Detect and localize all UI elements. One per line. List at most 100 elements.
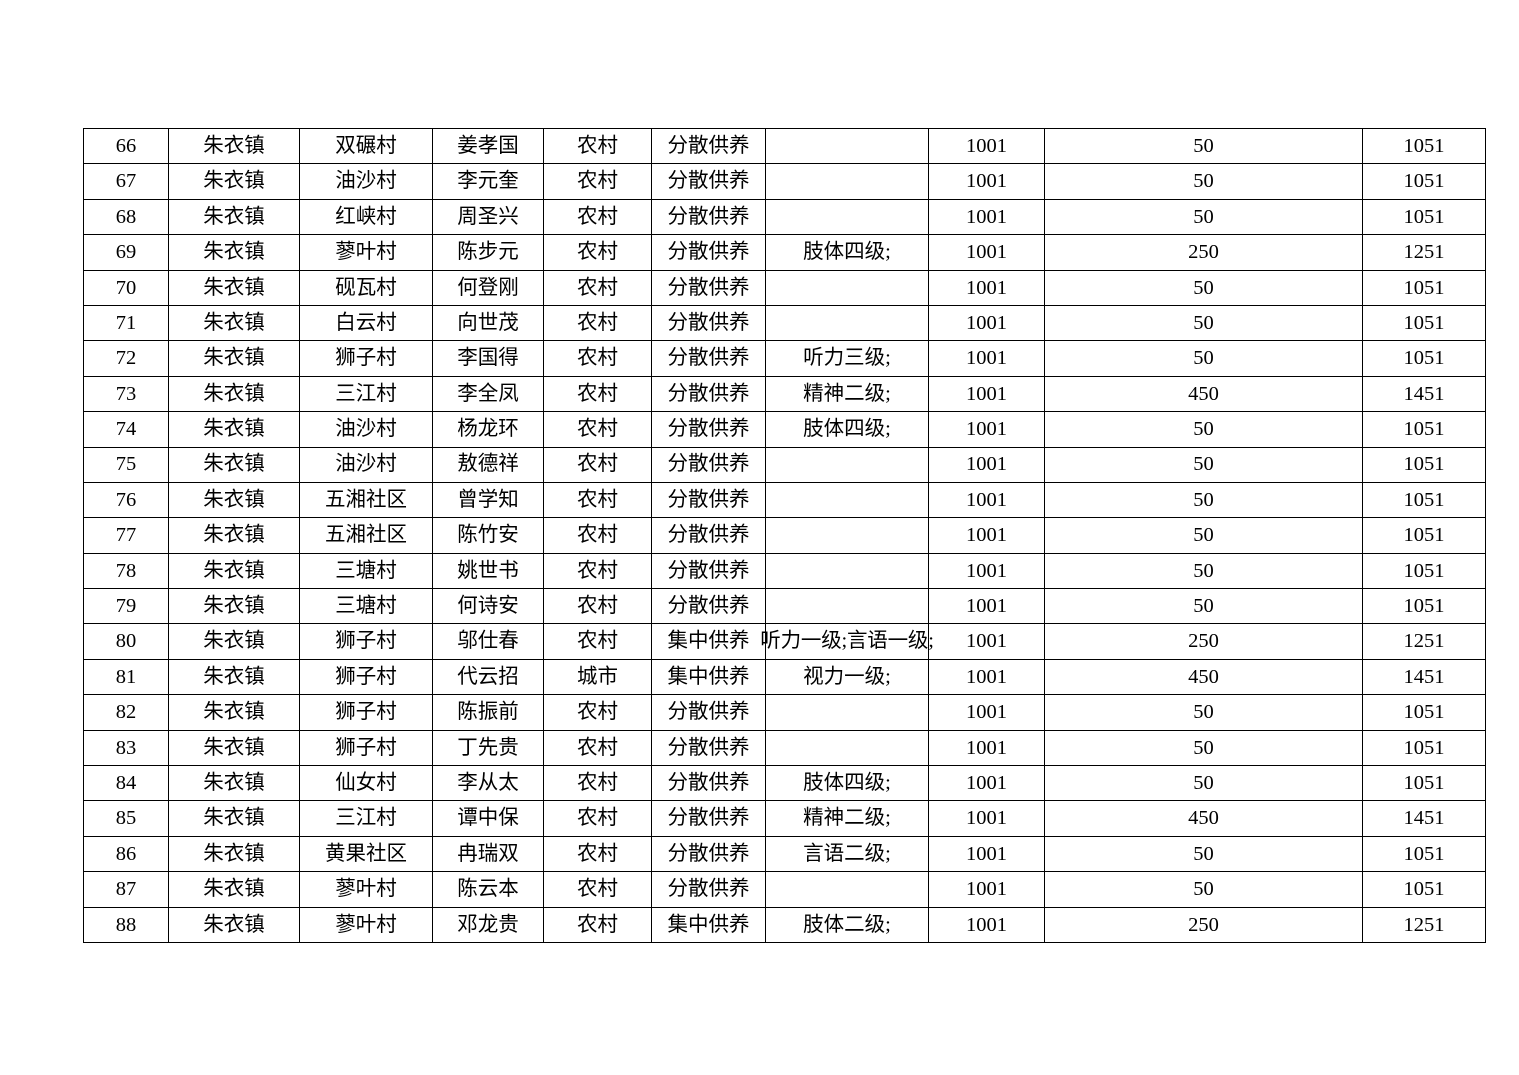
cell-disability [765,198,929,236]
cell-base-allowance: 1001 [928,694,1045,731]
cell-care-fee: 50 [1044,340,1363,377]
cell-base-allowance: 1001 [928,800,1045,837]
cell-name: 姚世书 [432,552,544,590]
cell-disability: 肢体四级; [765,765,929,802]
cell-disability [765,517,929,554]
cell-total: 1051 [1362,446,1486,483]
cell-disability: 精神二级; [765,375,929,413]
cell-village: 油沙村 [299,411,433,448]
cell-support-method: 分散供养 [651,446,766,483]
cell-household-type: 农村 [543,269,652,306]
cell-care-fee: 50 [1044,835,1363,873]
table-row: 68 朱衣镇 红峡村 周圣兴 农村 分散供养 1001 50 1051 [83,198,1486,236]
cell-household-type: 农村 [543,835,652,873]
cell-seq: 75 [83,446,169,483]
disability-overflow-text: 听力一级;言语一级; [760,630,934,653]
cell-care-fee: 50 [1044,269,1363,306]
table-row: 80 朱衣镇 狮子村 邬仕春 农村 集中供养 听力一级;言语一级; 1001 250 1251 [83,623,1486,660]
cell-seq: 83 [83,729,169,767]
cell-total: 1051 [1362,304,1486,342]
cell-care-fee: 450 [1044,375,1363,413]
cell-seq: 85 [83,800,169,837]
cell-village: 双碾村 [299,127,433,165]
cell-town: 朱衣镇 [168,871,300,908]
cell-town: 朱衣镇 [168,198,300,236]
cell-care-fee: 250 [1044,906,1363,943]
cell-support-method: 集中供养 [651,658,766,696]
cell-town: 朱衣镇 [168,588,300,625]
cell-town: 朱衣镇 [168,446,300,483]
cell-care-fee: 50 [1044,765,1363,802]
cell-support-method: 集中供养 [651,906,766,943]
cell-base-allowance: 1001 [928,446,1045,483]
cell-base-allowance: 1001 [928,375,1045,413]
cell-town: 朱衣镇 [168,481,300,519]
cell-base-allowance: 1001 [928,411,1045,448]
cell-town: 朱衣镇 [168,729,300,767]
cell-base-allowance: 1001 [928,658,1045,696]
cell-village: 黄果社区 [299,835,433,873]
cell-name: 何诗安 [432,588,544,625]
cell-name: 向世茂 [432,304,544,342]
cell-name: 李元奎 [432,163,544,200]
cell-household-type: 农村 [543,481,652,519]
cell-household-type: 农村 [543,340,652,377]
table-row: 88 朱衣镇 蓼叶村 邓龙贵 农村 集中供养 肢体二级; 1001 250 1251 [83,906,1486,943]
cell-support-method: 集中供养 [651,623,766,660]
cell-name: 谭中保 [432,800,544,837]
table-row: 76 朱衣镇 五湘社区 曾学知 农村 分散供养 1001 50 1051 [83,481,1486,519]
table-row: 87 朱衣镇 蓼叶村 陈云本 农村 分散供养 1001 50 1051 [83,871,1486,908]
cell-support-method: 分散供养 [651,234,766,271]
cell-disability [765,552,929,590]
cell-total: 1051 [1362,729,1486,767]
cell-base-allowance: 1001 [928,127,1045,165]
cell-village: 三江村 [299,800,433,837]
cell-base-allowance: 1001 [928,729,1045,767]
cell-total: 1051 [1362,871,1486,908]
cell-total: 1051 [1362,163,1486,200]
cell-town: 朱衣镇 [168,623,300,660]
cell-name: 邓龙贵 [432,906,544,943]
cell-total: 1051 [1362,694,1486,731]
cell-seq: 86 [83,835,169,873]
cell-support-method: 分散供养 [651,127,766,165]
cell-household-type: 农村 [543,375,652,413]
table-row: 85 朱衣镇 三江村 谭中保 农村 分散供养 精神二级; 1001 450 1451 [83,800,1486,837]
cell-village: 蓼叶村 [299,234,433,271]
cell-seq: 87 [83,871,169,908]
cell-village: 砚瓦村 [299,269,433,306]
cell-care-fee: 50 [1044,411,1363,448]
cell-name: 冉瑞双 [432,835,544,873]
cell-household-type: 农村 [543,127,652,165]
cell-disability [765,729,929,767]
cell-household-type: 农村 [543,765,652,802]
cell-seq: 79 [83,588,169,625]
cell-household-type: 农村 [543,517,652,554]
roster-table: 66 朱衣镇 双碾村 姜孝国 农村 分散供养 1001 50 1051 67 朱衣镇 油沙村 李元奎 农村… [83,127,1486,943]
cell-village: 仙女村 [299,765,433,802]
cell-care-fee: 450 [1044,658,1363,696]
cell-name: 陈步元 [432,234,544,271]
cell-disability: 视力一级; [765,658,929,696]
cell-name: 邬仕春 [432,623,544,660]
cell-support-method: 分散供养 [651,800,766,837]
cell-name: 杨龙环 [432,411,544,448]
cell-total: 1051 [1362,411,1486,448]
cell-care-fee: 50 [1044,481,1363,519]
cell-support-method: 分散供养 [651,340,766,377]
cell-support-method: 分散供养 [651,304,766,342]
cell-total: 1251 [1362,623,1486,660]
cell-care-fee: 50 [1044,446,1363,483]
cell-seq: 76 [83,481,169,519]
cell-support-method: 分散供养 [651,163,766,200]
table-row: 79 朱衣镇 三塘村 何诗安 农村 分散供养 1001 50 1051 [83,588,1486,625]
cell-care-fee: 50 [1044,552,1363,590]
cell-base-allowance: 1001 [928,163,1045,200]
cell-village: 红峡村 [299,198,433,236]
cell-name: 陈云本 [432,871,544,908]
cell-base-allowance: 1001 [928,906,1045,943]
cell-total: 1451 [1362,375,1486,413]
cell-total: 1051 [1362,340,1486,377]
cell-support-method: 分散供养 [651,269,766,306]
cell-base-allowance: 1001 [928,588,1045,625]
